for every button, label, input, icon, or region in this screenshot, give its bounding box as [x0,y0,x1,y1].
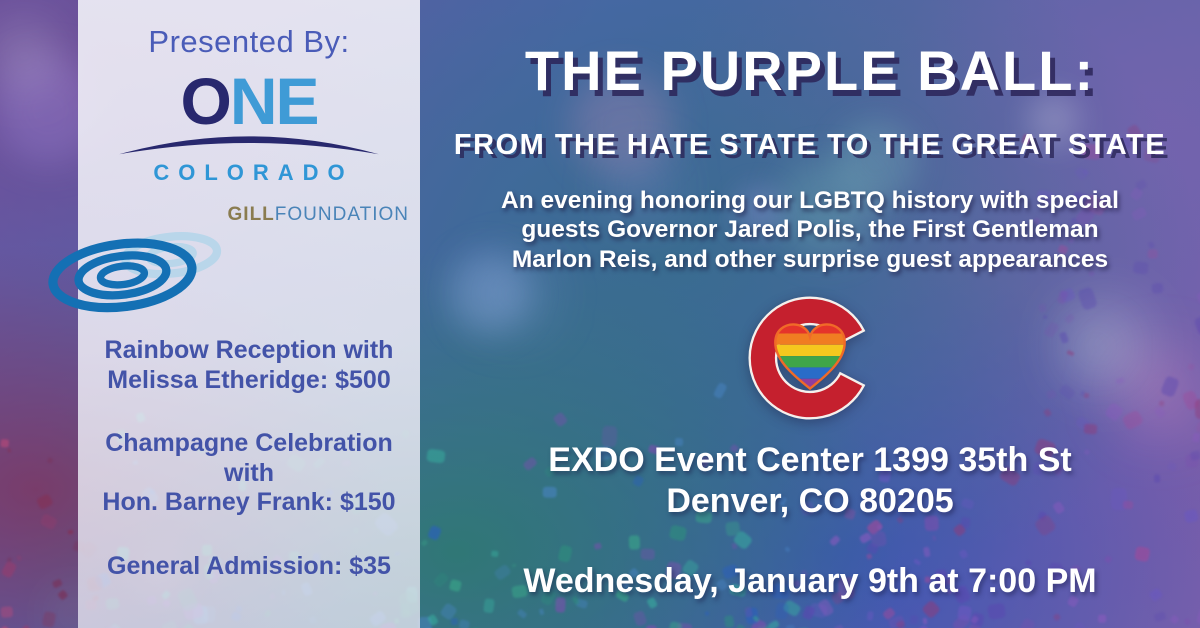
tier-line: Rainbow Reception with [104,336,394,364]
colorado-c-heart-logo [748,296,866,420]
venue-line: Denver, CO 80205 [666,481,954,520]
one-logo-letter-o: O [180,64,231,138]
tier-line: General Admission: $35 [107,551,391,580]
heart-outline [774,323,846,391]
ticket-tier-champagne-celebration: Champagne Celebration with Hon. Barney F… [78,429,420,518]
presenter-panel: Presented By: ONE COLORADO GILLFOUNDATIO… [48,0,420,628]
ticket-tier-rainbow-reception: Rainbow Reception with Melissa Etheridge… [78,336,420,395]
description-line: Marlon Reis, and other surprise guest ap… [511,245,1109,273]
one-colorado-logo: ONE COLORADO [113,60,385,186]
venue-address: EXDO Event Center 1399 35th St Denver, C… [548,440,1071,522]
ticket-tier-list: Rainbow Reception with Melissa Etheridge… [78,336,420,581]
gill-wordmark-foundation: FOUNDATION [274,204,409,225]
description-line: An evening honoring our LGBTQ history wi… [501,187,1119,214]
ticket-tier-general-admission: General Admission: $35 [78,552,420,582]
one-logo-letters-ne: NE [229,64,320,138]
presented-by-label: Presented By: [148,24,350,59]
tier-line: Hon. Barney Frank: $150 [102,488,396,516]
tier-line: Champagne Celebration with [105,429,393,487]
one-colorado-swoosh-icon [119,136,379,155]
event-subtitle: FROM THE HATE STATE TO THE GREAT STATE [453,129,1167,161]
event-datetime: Wednesday, January 9th at 7:00 PM [523,561,1097,600]
proceeds-note: Proceeds benefit One Colorado Education … [94,623,405,628]
one-colorado-state-wordmark: COLORADO [153,160,354,185]
one-logo-wordmark: ONE [113,68,385,134]
event-title: THE PURPLE BALL: [524,39,1096,102]
event-info-column: THE PURPLE BALL: FROM THE HATE STATE TO … [420,0,1200,628]
gill-foundation-ripple-icon [48,232,222,313]
gill-wordmark-gill: GILL [227,204,275,225]
tier-line: Melissa Etheridge: $500 [107,365,391,394]
proceeds-line: Proceeds benefit [94,623,405,628]
gill-foundation-logo: GILLFOUNDATION [48,186,409,314]
description-line: guests Governor Jared Polis, the First G… [521,216,1099,244]
gill-foundation-wordmark: GILLFOUNDATION [89,204,409,226]
venue-line: EXDO Event Center 1399 35th St [548,441,1072,480]
event-description: An evening honoring our LGBTQ history wi… [501,186,1119,274]
